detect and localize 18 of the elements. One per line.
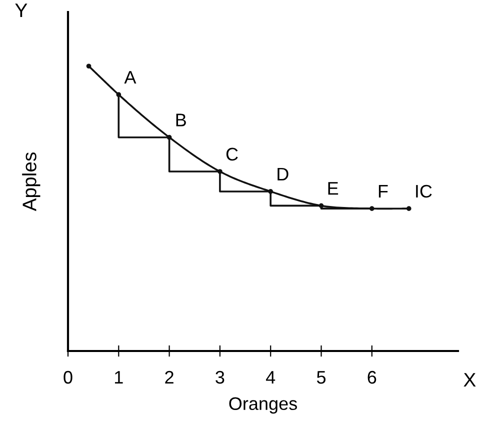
x-tick-label: 4 [266,371,276,384]
x-tick-label: 3 [216,370,224,384]
annotation: E [328,182,338,195]
annotation: B [176,114,186,126]
annotation: C [226,148,238,161]
x-tick-label: 0 [64,370,72,384]
annotation: F [378,185,388,198]
annotation: A [124,71,136,84]
text: Y [15,4,28,18]
x-tick-label: 5 [316,371,326,384]
x-tick-label: 1 [115,371,123,384]
x-axis-title: Oranges [229,397,297,414]
text: X [464,373,476,387]
x-tick-label: 2 [165,370,174,384]
annotation: IC [416,184,432,198]
y-axis-title: Apples [22,152,40,212]
annotation: D [278,168,288,180]
x-tick-label: 6 [368,370,376,384]
